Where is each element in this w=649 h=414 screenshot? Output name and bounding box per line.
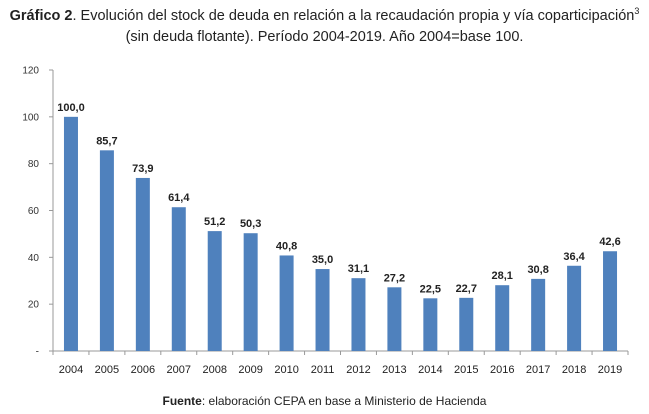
data-label: 30,8 bbox=[527, 264, 548, 276]
y-tick-label: 40 bbox=[28, 253, 40, 264]
data-label: 100,0 bbox=[57, 102, 85, 114]
bar-2019 bbox=[603, 251, 618, 351]
x-tick-label: 2016 bbox=[490, 364, 514, 376]
bar-2008 bbox=[207, 231, 222, 351]
y-tick-label: 120 bbox=[22, 66, 39, 77]
y-tick-label: - bbox=[36, 347, 39, 358]
bar-2011 bbox=[315, 269, 330, 351]
data-label: 51,2 bbox=[204, 216, 225, 228]
x-tick-label: 2014 bbox=[418, 364, 442, 376]
x-tick-label: 2017 bbox=[526, 364, 550, 376]
x-tick-label: 2012 bbox=[346, 364, 370, 376]
bar-2010 bbox=[279, 255, 294, 351]
data-label: 22,5 bbox=[420, 283, 441, 295]
data-label: 40,8 bbox=[276, 240, 297, 252]
x-tick-label: 2009 bbox=[238, 364, 262, 376]
source-bold: Fuente bbox=[162, 394, 202, 408]
bar-2015 bbox=[459, 297, 474, 351]
data-label: 50,3 bbox=[240, 218, 261, 230]
data-label: 35,0 bbox=[312, 254, 333, 266]
y-tick-label: 80 bbox=[28, 159, 40, 170]
bar-2014 bbox=[423, 298, 438, 351]
data-label: 61,4 bbox=[168, 192, 190, 204]
bar-2009 bbox=[243, 233, 258, 351]
bar-2004 bbox=[63, 116, 78, 351]
bar-chart: - 20 40 60 80 100 120 100,0 2004 85,7 2005 73,9 2006… bbox=[22, 66, 629, 376]
source-text: : elaboración CEPA en base a Ministerio … bbox=[201, 394, 487, 408]
x-tick-label: 2004 bbox=[59, 364, 83, 376]
bar-2007 bbox=[171, 207, 186, 351]
data-label: 85,7 bbox=[96, 135, 117, 147]
data-label: 73,9 bbox=[132, 163, 153, 175]
data-label: 42,6 bbox=[599, 236, 620, 248]
bar-2012 bbox=[351, 278, 366, 351]
data-label: 36,4 bbox=[563, 251, 585, 263]
title-text: . Evolución del stock de deuda en relaci… bbox=[72, 8, 635, 24]
chart-source: Fuente: elaboración CEPA en base a Minis… bbox=[0, 394, 649, 408]
x-tick-label: 2008 bbox=[202, 364, 226, 376]
x-tick-label: 2006 bbox=[131, 364, 155, 376]
data-label: 22,7 bbox=[456, 283, 477, 295]
bar-2013 bbox=[387, 287, 402, 351]
data-label: 27,2 bbox=[384, 272, 405, 284]
bar-2017 bbox=[531, 278, 546, 351]
bar-2005 bbox=[99, 150, 114, 351]
x-tick-label: 2011 bbox=[311, 364, 335, 376]
title-line-1: Gráfico 2. Evolución del stock de deuda … bbox=[0, 6, 649, 27]
y-tick-label: 100 bbox=[22, 112, 39, 123]
data-label: 28,1 bbox=[492, 270, 513, 282]
data-label: 31,1 bbox=[348, 263, 369, 275]
chart-title: Gráfico 2. Evolución del stock de deuda … bbox=[0, 6, 649, 48]
bar-2006 bbox=[135, 177, 150, 351]
x-tick-label: 2018 bbox=[562, 364, 586, 376]
title-line-2: (sin deuda flotante). Período 2004-2019.… bbox=[125, 29, 524, 45]
title-bold: Gráfico 2 bbox=[9, 8, 73, 24]
x-tick-label: 2015 bbox=[454, 364, 478, 376]
title-footnote: 3 bbox=[634, 6, 640, 17]
y-tick-label: 20 bbox=[28, 300, 40, 311]
bar-2018 bbox=[567, 265, 582, 351]
bar-2016 bbox=[495, 285, 510, 351]
x-tick-label: 2007 bbox=[167, 364, 191, 376]
x-tick-label: 2019 bbox=[598, 364, 622, 376]
y-tick-label: 60 bbox=[28, 206, 40, 217]
x-tick-label: 2010 bbox=[274, 364, 298, 376]
x-tick-label: 2005 bbox=[95, 364, 119, 376]
x-tick-label: 2013 bbox=[382, 364, 406, 376]
